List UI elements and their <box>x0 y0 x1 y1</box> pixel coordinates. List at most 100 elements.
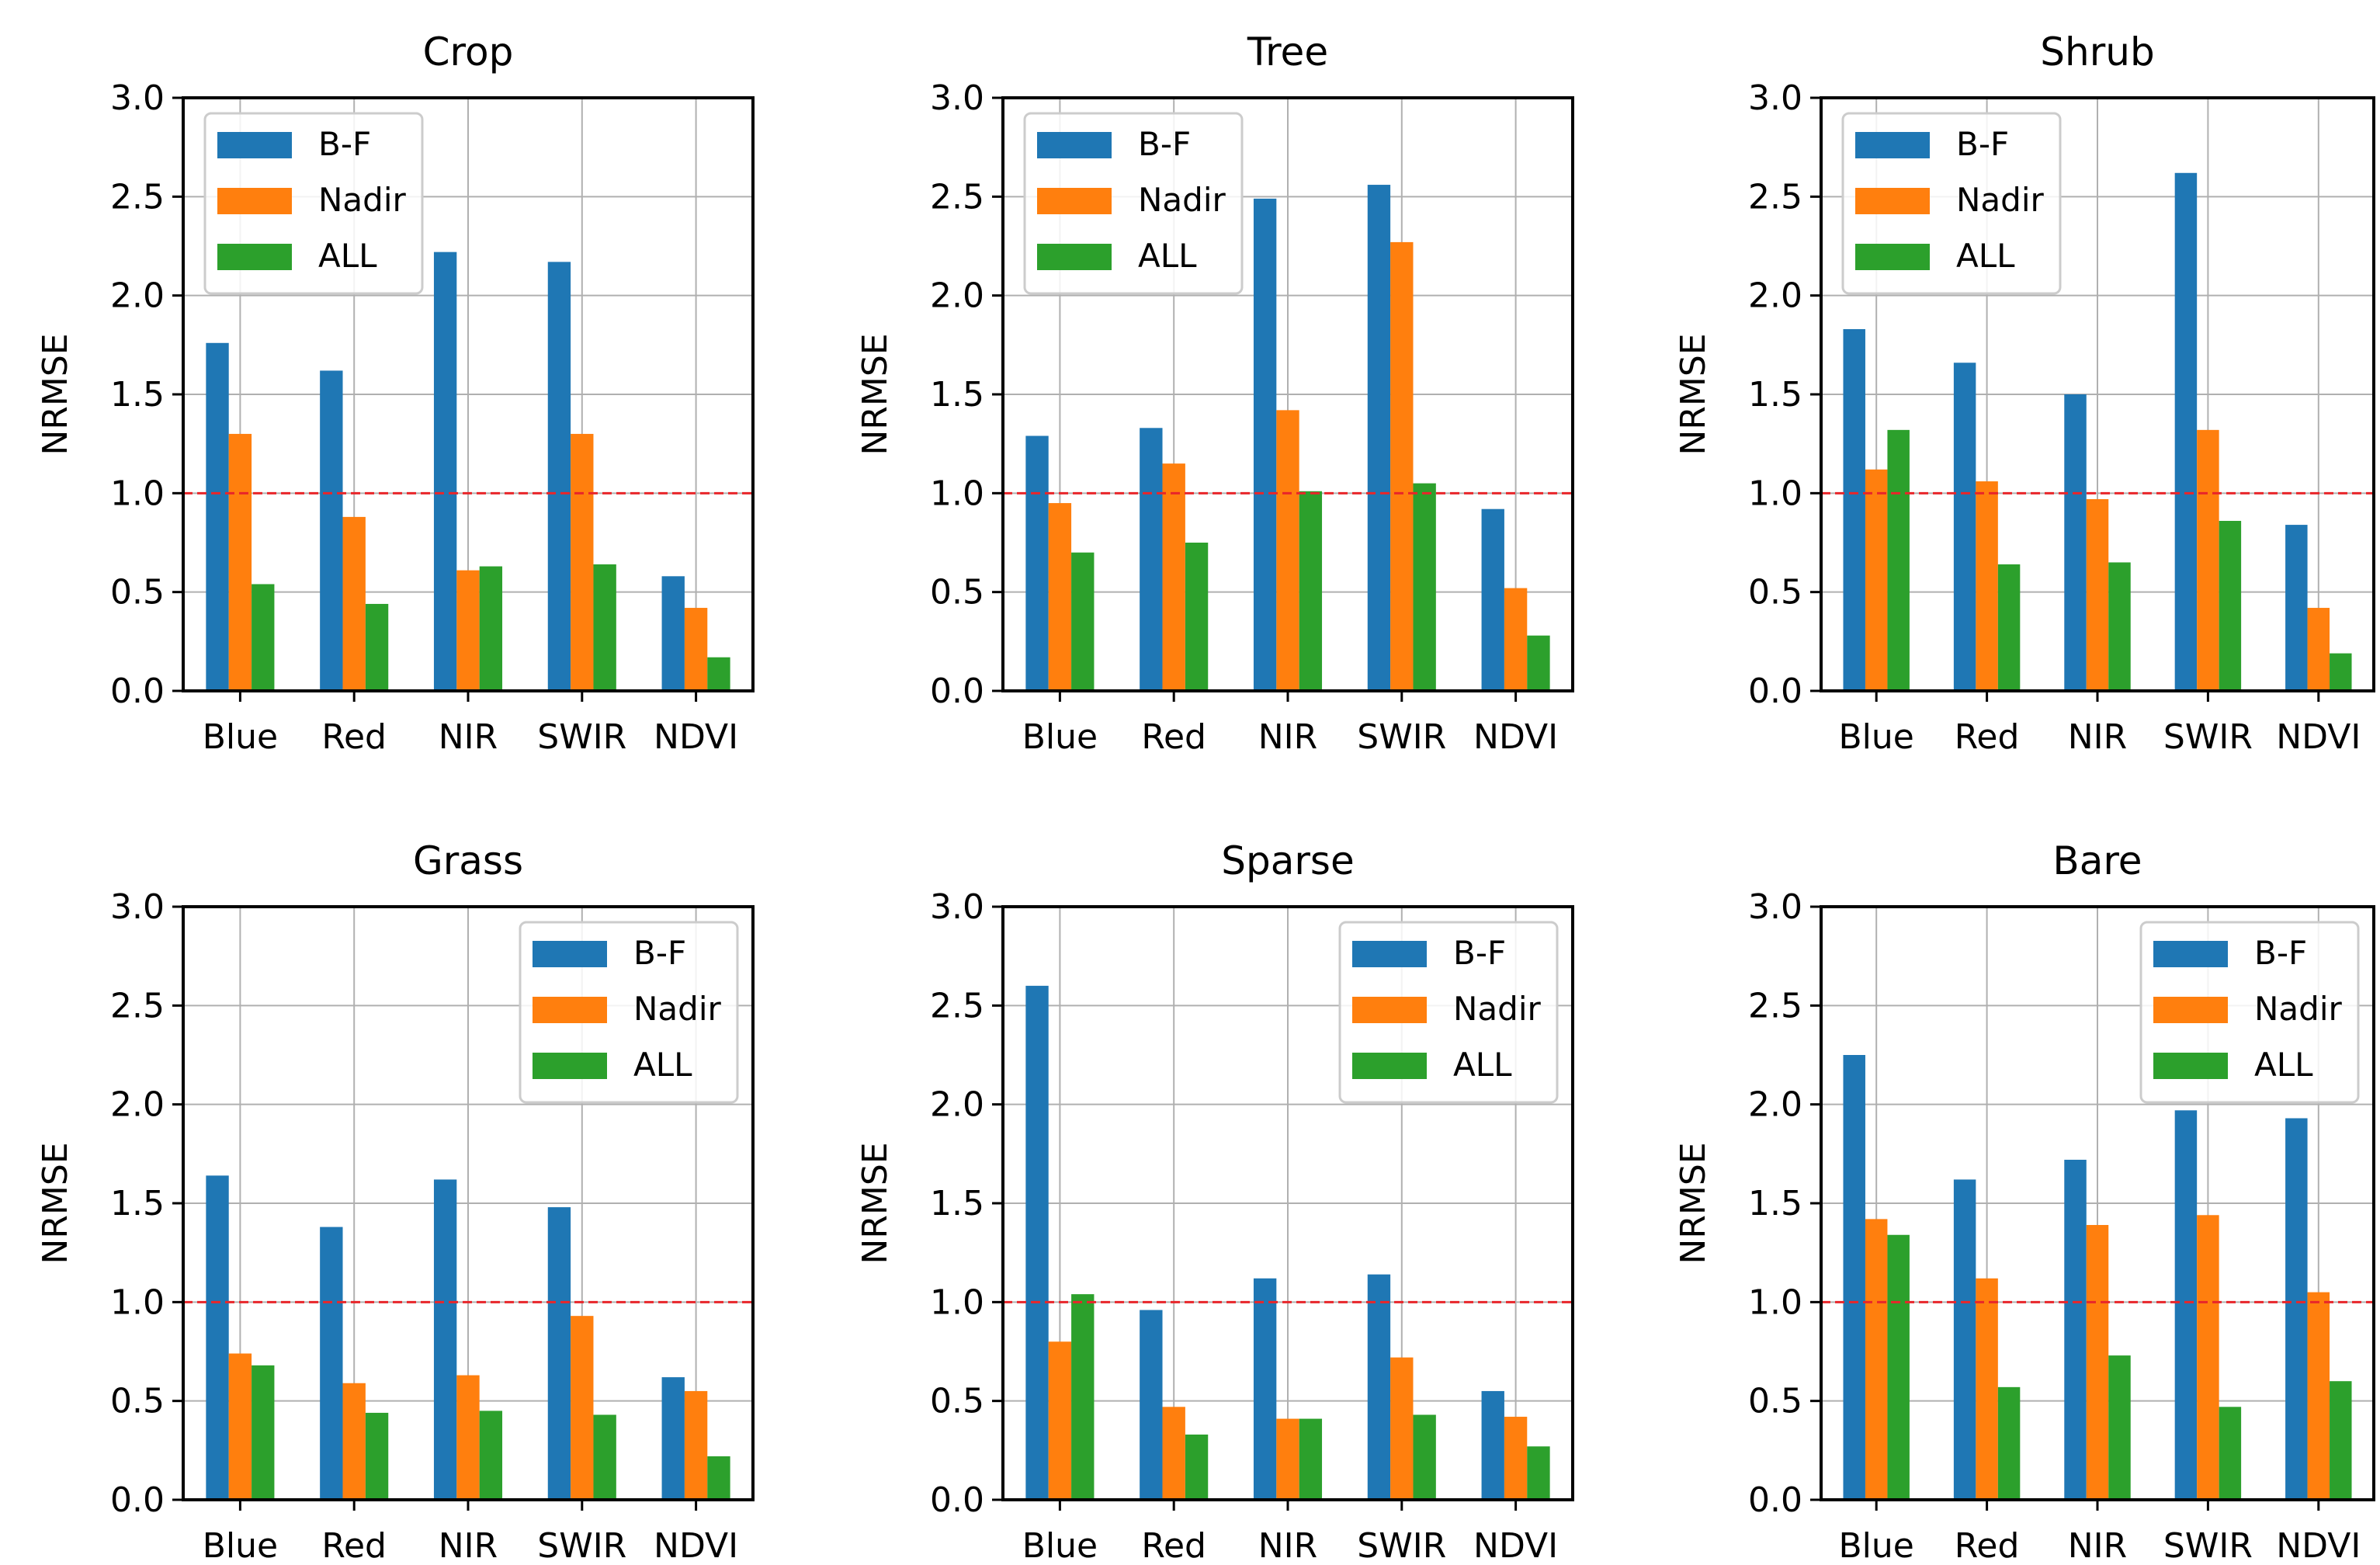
bar-nadir-blue <box>1048 1341 1072 1500</box>
legend: B-F Nadir ALL <box>519 921 739 1104</box>
bar-b-f-swir <box>547 1207 571 1500</box>
y-axis-label: NRMSE <box>36 333 75 455</box>
x-tick-label: Blue <box>203 717 278 757</box>
bar-b-f-swir <box>2174 1110 2198 1500</box>
y-tick-label: 0.0 <box>930 671 984 711</box>
x-tick-label: NDVI <box>1473 717 1558 757</box>
chart-title: Bare <box>2052 838 2142 883</box>
x-tick-label: Blue <box>203 1526 278 1565</box>
legend: B-F Nadir ALL <box>1023 112 1244 295</box>
y-tick-label: 1.5 <box>110 375 165 415</box>
x-tick-label: NIR <box>2068 717 2127 757</box>
y-tick-label: 1.5 <box>930 1184 984 1223</box>
y-tick-label: 0.5 <box>1748 1382 1802 1421</box>
y-tick-label: 2.0 <box>1748 276 1802 316</box>
legend-swatch-all <box>217 244 292 270</box>
bar-b-f-ndvi <box>2285 525 2308 691</box>
legend-swatch-nadir <box>1352 997 1427 1023</box>
bar-nadir-red <box>1976 1278 1998 1500</box>
bar-nadir-swir <box>571 433 594 691</box>
legend-swatch-b-f <box>1037 132 1112 158</box>
legend-swatch-all <box>2153 1053 2228 1079</box>
bar-nadir-ndvi <box>1504 1417 1528 1500</box>
bar-b-f-nir <box>2064 1159 2087 1500</box>
y-tick-label: 1.5 <box>110 1184 165 1223</box>
y-tick-label: 3.0 <box>110 78 165 118</box>
bar-b-f-ndvi <box>1481 1390 1504 1500</box>
bar-all-red <box>365 603 389 691</box>
y-tick-label: 2.0 <box>110 1085 165 1125</box>
legend-swatch-nadir <box>533 997 607 1023</box>
legend-label-all: ALL <box>2254 1046 2313 1084</box>
y-tick-label: 2.5 <box>1748 986 1802 1025</box>
legend-label-b-f: B-F <box>1956 125 2009 163</box>
x-tick-label: NIR <box>439 717 498 757</box>
x-tick-label: SWIR <box>1357 1526 1446 1565</box>
y-axis-label: NRMSE <box>855 1142 895 1264</box>
bar-all-nir <box>1299 1418 1323 1500</box>
y-tick-label: 0.5 <box>930 1382 984 1421</box>
bar-b-f-blue <box>1843 1055 1865 1500</box>
x-tick-label: SWIR <box>537 1526 626 1565</box>
x-tick-label: Red <box>1141 717 1206 757</box>
x-tick-label: SWIR <box>537 717 626 757</box>
bar-nadir-nir <box>2086 498 2109 691</box>
chart-title: Crop <box>423 29 514 75</box>
y-tick-label: 2.0 <box>930 1085 984 1125</box>
y-tick-label: 2.0 <box>930 276 984 316</box>
bar-nadir-red <box>1976 481 1998 691</box>
bar-all-ndvi <box>2330 653 2352 691</box>
y-tick-label: 1.0 <box>930 474 984 513</box>
y-tick-label: 2.5 <box>1748 177 1802 217</box>
bar-nadir-nir <box>456 570 480 691</box>
y-tick-label: 0.0 <box>1748 671 1802 711</box>
bar-b-f-swir <box>2174 172 2198 692</box>
x-tick-label: Red <box>321 1526 387 1565</box>
bar-all-swir <box>593 1414 616 1500</box>
legend: B-F Nadir ALL <box>203 112 424 295</box>
x-tick-label: Blue <box>1022 1526 1098 1565</box>
bar-all-blue <box>252 1365 275 1500</box>
bar-b-f-red <box>1140 1310 1163 1500</box>
x-tick-label: NDVI <box>1473 1526 1558 1565</box>
legend-label-nadir: Nadir <box>1453 990 1541 1028</box>
y-tick-label: 3.0 <box>1748 78 1802 118</box>
legend-swatch-b-f <box>533 941 607 967</box>
legend: B-F Nadir ALL <box>2139 921 2360 1104</box>
legend-swatch-b-f <box>2153 941 2228 967</box>
bar-nadir-red <box>342 516 366 691</box>
bar-b-f-red <box>1953 363 1976 691</box>
bar-b-f-red <box>320 370 343 691</box>
legend-swatch-all <box>533 1053 607 1079</box>
bar-b-f-blue <box>1025 985 1049 1500</box>
y-tick-label: 0.0 <box>930 1480 984 1520</box>
y-tick-label: 2.5 <box>110 986 165 1025</box>
y-tick-label: 0.5 <box>930 573 984 612</box>
chart-panel-bare: Bare NRMSE 0.0 0.5 1.0 1.5 2.0 2.5 3.0 Blue Red NIR… <box>1674 838 2375 1565</box>
x-tick-label: SWIR <box>2163 717 2253 757</box>
legend-label-all: ALL <box>1138 237 1197 275</box>
x-tick-label: NIR <box>439 1526 498 1565</box>
legend-label-b-f: B-F <box>1138 125 1191 163</box>
bar-nadir-swir <box>1390 241 1414 691</box>
legend-label-nadir: Nadir <box>1138 181 1226 219</box>
y-tick-label: 0.5 <box>110 573 165 612</box>
x-tick-label: Red <box>1955 717 2020 757</box>
bar-b-f-ndvi <box>661 576 685 691</box>
x-tick-label: Blue <box>1839 1526 1914 1565</box>
bar-all-blue <box>252 584 275 691</box>
legend-label-nadir: Nadir <box>2254 990 2342 1028</box>
y-tick-label: 0.0 <box>110 1480 165 1520</box>
y-tick-label: 1.5 <box>1748 1184 1802 1223</box>
bar-b-f-swir <box>1367 1274 1391 1500</box>
bar-nadir-blue <box>1865 469 1888 691</box>
bar-nadir-swir <box>571 1316 594 1500</box>
bar-all-swir <box>1413 1414 1436 1500</box>
bar-nadir-ndvi <box>684 1390 708 1500</box>
bar-all-nir <box>479 1411 503 1500</box>
bar-all-red <box>1185 543 1209 691</box>
x-tick-label: NDVI <box>654 1526 738 1565</box>
x-tick-label: NIR <box>2068 1526 2127 1565</box>
bar-all-nir <box>1299 491 1323 691</box>
x-tick-label: Blue <box>1022 717 1098 757</box>
